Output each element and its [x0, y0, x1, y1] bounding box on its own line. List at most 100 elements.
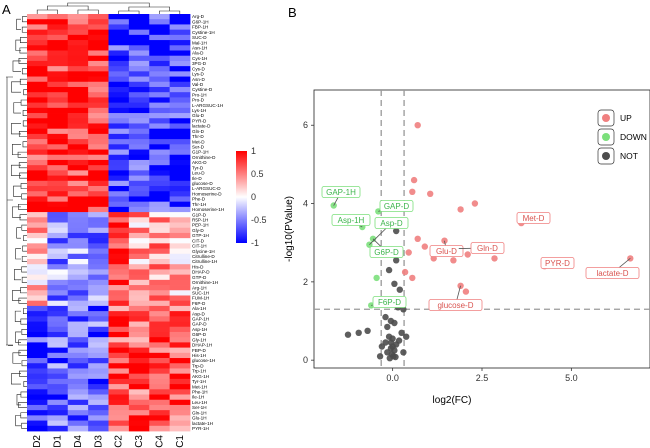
heatmap-cell	[149, 331, 171, 338]
heatmap-cell	[27, 180, 48, 187]
annotation-box	[369, 246, 404, 258]
heatmap-cell	[27, 311, 48, 317]
heatmap-cell	[169, 60, 191, 67]
heatmap-cell	[128, 92, 150, 98]
heatmap-cell	[67, 222, 89, 229]
heatmap-cell	[47, 399, 69, 406]
heatmap-cell	[27, 175, 48, 182]
heatmap-cell	[108, 186, 130, 192]
heatmap-cell	[149, 212, 171, 218]
heatmap-row-label: L-ARGSUC-1H	[192, 103, 223, 108]
heatmap-cell	[169, 40, 191, 46]
annotation-box	[470, 242, 505, 254]
heatmap-cell	[67, 358, 89, 364]
heatmap-cell	[88, 363, 109, 369]
legend-tick-label: -0.5	[251, 215, 267, 225]
heatmap-cell	[27, 40, 48, 46]
heatmap-cell	[67, 86, 89, 93]
heatmap-cell	[27, 285, 48, 291]
panel-b-letter: B	[288, 5, 297, 20]
heatmap-cell	[149, 222, 171, 229]
heatmap-cell	[27, 139, 48, 145]
heatmap-cell	[169, 342, 191, 348]
heatmap-row-label: Met-D	[192, 139, 205, 144]
point-up	[491, 255, 498, 262]
heatmap-cell	[108, 232, 130, 239]
point-not	[396, 286, 403, 293]
heatmap-cell	[149, 149, 171, 156]
heatmap-cell	[47, 248, 69, 255]
heatmap-cell	[67, 159, 89, 166]
heatmap-cell	[27, 154, 48, 161]
heatmap-cell	[47, 363, 69, 369]
heatmap-cell	[128, 316, 150, 322]
heatmap-row-label: PYR-D	[192, 118, 207, 123]
heatmap-cell	[67, 378, 89, 385]
row-dendrogram	[6, 16, 27, 429]
heatmap-cell	[47, 34, 69, 41]
heatmap-cell	[108, 389, 130, 395]
heatmap-cell	[128, 144, 150, 150]
annotation-box	[374, 217, 409, 229]
point-up	[401, 268, 409, 276]
heatmap-cell	[128, 300, 150, 307]
heatmap-cell	[47, 337, 69, 343]
heatmap-row-label: 3PG-D	[192, 61, 207, 66]
heatmap-cell	[27, 128, 48, 135]
heatmap-row-label: Trp-D	[192, 363, 204, 368]
point-not	[344, 331, 352, 338]
heatmap-cell	[27, 378, 48, 385]
heatmap-cell	[169, 222, 191, 229]
heatmap-cell	[27, 331, 48, 338]
heatmap-cell	[27, 326, 48, 333]
heatmap-cell	[108, 404, 130, 411]
heatmap-cell	[67, 290, 89, 296]
annotation-label: glucose-D	[437, 301, 473, 310]
heatmap-cell	[149, 420, 171, 427]
annotation-label: Glu-D	[436, 247, 457, 256]
heatmap-cell	[27, 97, 48, 104]
heatmap-cell	[149, 97, 171, 104]
heatmap-cell	[108, 295, 130, 302]
heatmap-cell	[88, 29, 109, 36]
annotation-f6p-d: F6P-D	[371, 296, 407, 308]
heatmap-cell	[149, 175, 171, 182]
heatmap-row-label: PEP-1H	[192, 223, 209, 228]
heatmap-cell	[67, 404, 89, 411]
heatmap-column-label: C3	[134, 435, 145, 448]
heatmap-cell	[149, 243, 171, 249]
heatmap-row-label: G1P-1H	[192, 150, 209, 155]
heatmap-cell	[88, 81, 109, 88]
heatmap-cell	[169, 420, 191, 427]
heatmap-cell	[128, 420, 150, 427]
heatmap-cell	[88, 45, 109, 51]
heatmap-cell	[27, 92, 48, 98]
heatmap-cell	[169, 128, 191, 135]
heatmap-cell	[47, 290, 69, 296]
heatmap-cell	[67, 60, 89, 67]
heatmap-cell	[27, 86, 48, 93]
point-up	[409, 274, 416, 282]
heatmap-cell	[88, 206, 109, 213]
heatmap-cell	[27, 321, 48, 328]
point-up	[471, 200, 479, 207]
legend-label: NOT	[620, 151, 638, 161]
heatmap-cell	[27, 55, 48, 62]
heatmap-cell	[27, 384, 48, 390]
point-up	[410, 176, 418, 184]
heatmap-cell	[27, 373, 48, 380]
heatmap-cell	[149, 29, 171, 36]
heatmap-cell	[67, 342, 89, 348]
heatmap-cell	[108, 149, 130, 156]
heatmap-cell	[88, 66, 109, 72]
heatmap-cell	[67, 40, 89, 46]
heatmap-cell	[108, 206, 130, 213]
heatmap-cell	[47, 180, 69, 187]
heatmap-row-label: Phe-D	[192, 197, 206, 202]
heatmap-cell	[169, 295, 191, 302]
heatmap-cell	[149, 133, 171, 140]
heatmap-cell	[128, 123, 150, 130]
point-not	[398, 329, 405, 336]
heatmap-cell	[108, 253, 130, 260]
